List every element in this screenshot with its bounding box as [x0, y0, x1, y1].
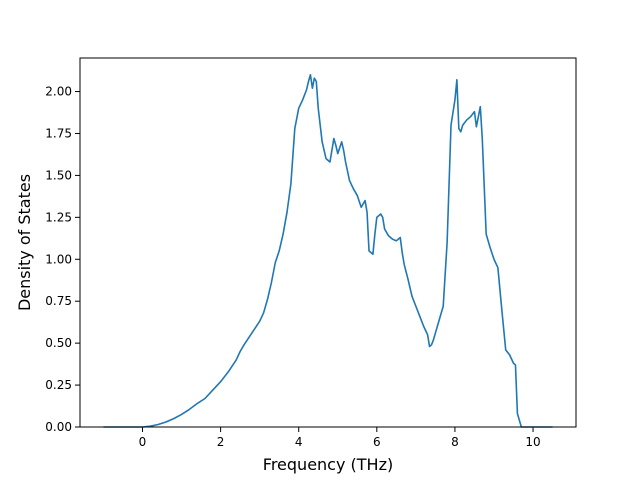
- y-tick-label: 1.50: [45, 168, 72, 182]
- ticks-layer: 0 2 4 6 8 10 0.00 0.25 0.50 0.75 1.00 1.25 1.50 1.75 2…: [45, 85, 540, 449]
- y-tick-label: 1.25: [45, 210, 72, 224]
- dos-series-line: [103, 73, 553, 428]
- y-tick-label: 0.50: [45, 336, 72, 350]
- x-axis-label: Frequency (THz): [263, 455, 393, 474]
- y-tick-label: 2.00: [45, 85, 72, 99]
- x-tick-label: 2: [217, 435, 225, 449]
- y-tick-label: 0.00: [45, 420, 72, 434]
- x-tick-label: 4: [295, 435, 303, 449]
- series-layer: [103, 73, 553, 428]
- y-axis-label: Density of States: [15, 174, 34, 311]
- x-tick-label: 8: [451, 435, 459, 449]
- x-tick-label: 6: [373, 435, 381, 449]
- y-tick-label: 1.00: [45, 252, 72, 266]
- plot-area: [80, 58, 576, 427]
- y-tick-label: 1.75: [45, 126, 72, 140]
- x-tick-label: 10: [525, 435, 540, 449]
- plot-frame: [79, 57, 577, 428]
- y-tick-label: 0.25: [45, 378, 72, 392]
- y-tick-label: 0.75: [45, 294, 72, 308]
- x-tick-label: 0: [139, 435, 147, 449]
